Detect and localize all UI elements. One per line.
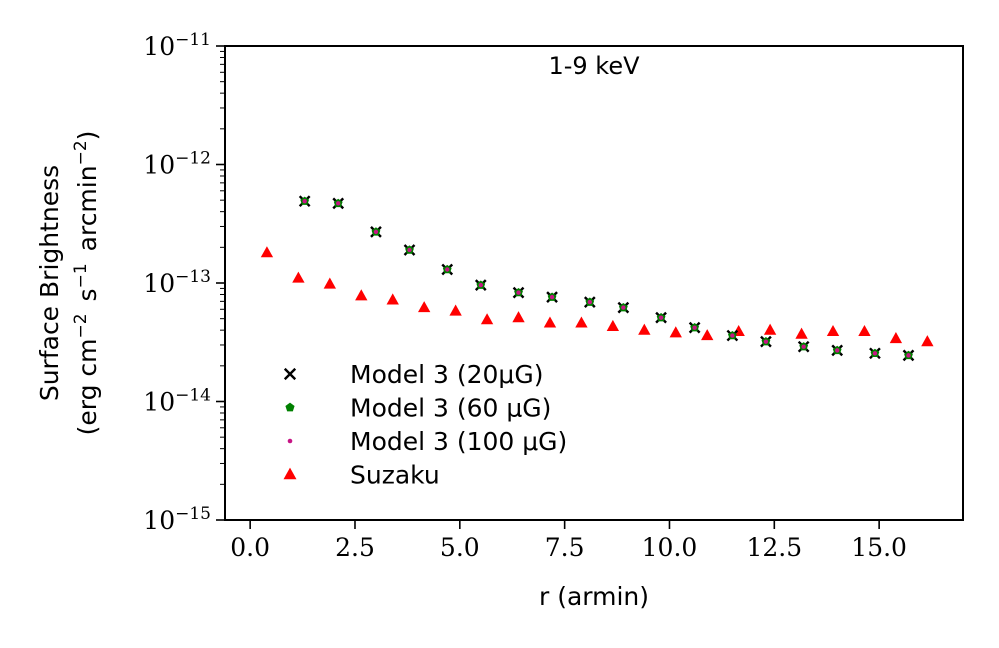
data-point — [478, 282, 483, 288]
x-axis-label: r (armin) — [539, 582, 649, 611]
data-point — [323, 277, 336, 289]
data-point — [373, 229, 379, 235]
y-tick-power: −15 — [175, 504, 211, 524]
data-point — [669, 326, 682, 338]
data-point — [587, 299, 593, 305]
y-tick-power: −11 — [175, 30, 211, 50]
legend-marker — [283, 367, 297, 381]
y-tick-base: 10 — [143, 388, 175, 417]
data-point — [701, 329, 714, 341]
series-2 — [302, 199, 911, 358]
data-point — [355, 289, 368, 301]
data-point — [638, 323, 651, 335]
y-tick-label: 10−14 — [143, 386, 211, 417]
data-points — [260, 195, 934, 362]
legend-marker — [283, 467, 297, 480]
legend-label: Suzaku — [350, 461, 440, 490]
data-point — [872, 351, 878, 356]
y-tick-base: 10 — [143, 269, 175, 298]
data-point — [575, 316, 588, 328]
y-tick-label: 10−15 — [143, 504, 211, 535]
data-point — [692, 325, 697, 330]
y-axis-label-line1: Surface Brightness — [35, 165, 64, 401]
plot-frame — [224, 45, 964, 521]
x-tick-label: 5.0 — [440, 533, 480, 562]
ylabel-exp-cm: −2 — [71, 313, 91, 338]
data-point — [795, 327, 808, 339]
legend-marker — [287, 438, 293, 444]
x-tick-label: 12.5 — [746, 533, 802, 562]
data-point — [826, 324, 840, 337]
x-axis: 0.0 2.5 5.0 7.5 10.0 12.5 15.0 — [230, 520, 907, 562]
data-point — [621, 305, 626, 310]
data-point — [445, 267, 450, 272]
data-point — [407, 247, 412, 253]
data-point — [292, 271, 305, 283]
data-point — [386, 293, 399, 305]
annotation-energy-band: 1-9 keV — [548, 52, 640, 80]
data-point — [858, 324, 871, 337]
data-point — [906, 353, 911, 358]
data-point — [889, 332, 903, 344]
data-point — [302, 199, 307, 204]
data-point — [336, 201, 341, 206]
data-point — [835, 348, 840, 353]
data-point — [801, 344, 806, 349]
y-axis-label: Surface Brightness (erg cm−2s−1arcmin−2) — [35, 131, 102, 436]
x-tick-label: 0.0 — [230, 533, 270, 562]
ylabel-exp-s: −1 — [71, 263, 91, 288]
x-tick-label: 7.5 — [545, 533, 585, 562]
data-point — [516, 290, 521, 295]
legend-label: Model 3 (20μG) — [350, 360, 543, 389]
data-point — [763, 323, 777, 335]
data-point — [658, 315, 664, 320]
legend: Model 3 (20μG) Model 3 (60 μG) Model 3 (10… — [283, 360, 567, 490]
y-tick-base: 10 — [143, 151, 175, 180]
y-tick-label: 10−12 — [143, 149, 211, 180]
data-point — [549, 294, 555, 300]
x-tick-label: 15.0 — [851, 533, 907, 562]
ylabel-s: s — [73, 288, 102, 301]
y-tick-label: 10−13 — [143, 267, 211, 298]
legend-label: Model 3 (60 μG) — [350, 394, 551, 423]
legend-label: Model 3 (100 μG) — [350, 427, 567, 456]
data-point — [606, 319, 620, 331]
data-point — [480, 313, 494, 325]
y-tick-power: −12 — [175, 149, 211, 169]
y-tick-power: −14 — [175, 386, 211, 406]
data-point — [512, 311, 525, 323]
y-tick-label: 10−11 — [143, 30, 211, 61]
y-axis-label-line2: (erg cm−2s−1arcmin−2) — [71, 131, 102, 436]
ylabel-close: ) — [73, 131, 102, 141]
data-point — [763, 339, 769, 344]
data-point — [449, 304, 462, 316]
y-tick-base: 10 — [143, 506, 175, 535]
data-point — [730, 333, 735, 338]
series-3 — [260, 246, 934, 347]
series-0 — [298, 195, 915, 362]
series-1 — [300, 196, 913, 360]
ylabel-arcmin: arcmin — [73, 165, 102, 251]
data-point — [260, 246, 274, 258]
ylabel-erg: (erg cm — [73, 339, 102, 436]
ylabel-exp-arcmin: −2 — [71, 140, 91, 165]
x-tick-label: 2.5 — [335, 533, 375, 562]
legend-marker — [285, 402, 295, 412]
y-tick-base: 10 — [143, 32, 175, 61]
data-point — [921, 335, 934, 347]
data-point — [418, 301, 431, 313]
y-tick-power: −13 — [175, 267, 211, 287]
x-tick-label: 10.0 — [642, 533, 698, 562]
data-point — [543, 316, 557, 328]
